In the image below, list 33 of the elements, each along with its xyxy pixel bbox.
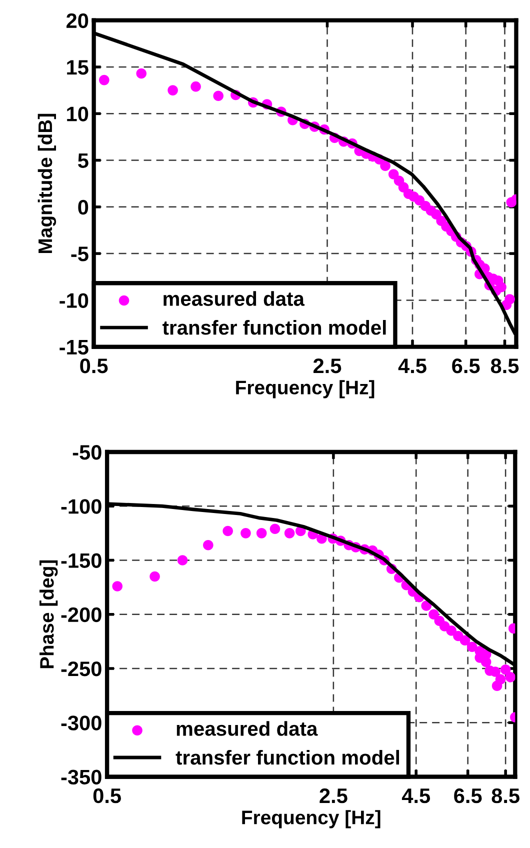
x-tick-label: 2.5 [313, 358, 342, 374]
y-tick-label: -300 [61, 716, 102, 730]
x-tick-label: 4.5 [402, 788, 430, 804]
legend-label: measured data [164, 291, 305, 306]
y-tick-label: 10 [67, 106, 88, 122]
y-tick-label: -10 [60, 293, 88, 308]
x-tick-label: 4.5 [398, 358, 426, 374]
y-axis-title: Phase [deg] [40, 560, 58, 668]
legend-label: transfer function model [176, 750, 400, 765]
y-tick-label: -5 [71, 246, 88, 262]
y-tick-label: -350 [61, 770, 102, 785]
x-tick-label: 8.5 [492, 788, 520, 804]
legend-label: measured data [176, 721, 318, 736]
x-tick-label: 0.5 [80, 358, 108, 374]
y-tick-label: 5 [78, 153, 88, 168]
y-tick-label: 0 [78, 200, 88, 215]
y-tick-label: 20 [66, 13, 88, 28]
y-tick-label: -250 [61, 662, 102, 676]
y-tick-label: -150 [61, 553, 102, 568]
x-tick-label: 2.5 [320, 788, 348, 804]
x-tick-label: 6.5 [454, 788, 482, 804]
legend-label: transfer function model [162, 320, 386, 335]
x-axis-title: Frequency [Hz] [236, 380, 374, 398]
y-tick-label: -100 [61, 499, 102, 514]
y-tick-label: -200 [61, 607, 102, 622]
x-tick-label: 8.5 [490, 358, 519, 374]
y-tick-label: -50 [72, 444, 102, 460]
x-tick-label: 6.5 [452, 358, 480, 374]
y-tick-label: -15 [60, 340, 88, 355]
x-axis-title: Frequency [Hz] [242, 810, 380, 828]
x-tick-label: 0.5 [93, 788, 121, 804]
y-axis-title: Magnitude [dB] [38, 114, 56, 254]
y-tick-label: 15 [67, 60, 88, 75]
